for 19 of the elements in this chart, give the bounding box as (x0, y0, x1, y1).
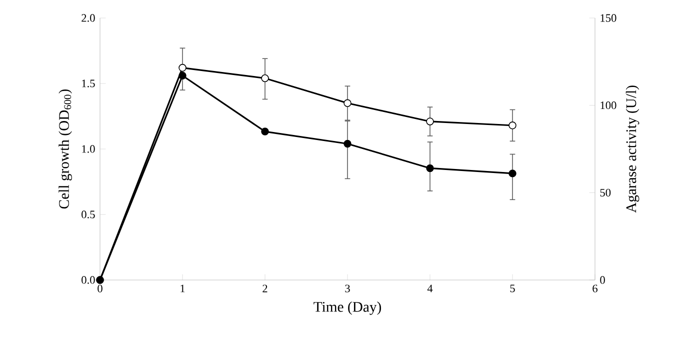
y-tick-label: 1.0 (82, 145, 95, 153)
x-tick-label: 3 (345, 284, 350, 292)
y2-tick-label: 0 (600, 276, 605, 284)
y-tick-label: 1.5 (82, 80, 95, 88)
y-tick-label: 0.5 (82, 210, 95, 218)
x-tick-label: 2 (262, 284, 268, 292)
y-axis-title: Cell growth (OD$_{600}$) (58, 89, 72, 209)
x-tick-label: 4 (427, 284, 433, 292)
y2-tick-label: 150 (600, 14, 616, 22)
y2-axis-title: Agarase activity (U/l) (626, 86, 640, 213)
x-axis-title: Time (Day) (314, 302, 382, 315)
x-tick-label: 1 (180, 284, 185, 292)
x-tick-label: 6 (592, 284, 598, 292)
x-tick-label: 0 (98, 284, 102, 292)
y2-tick-label: 100 (600, 102, 616, 110)
y2-tick-label: 50 (600, 188, 611, 196)
y-tick-label: 0.0 (82, 276, 95, 284)
y-tick-label: 2.0 (82, 14, 95, 22)
x-tick-label: 5 (510, 284, 515, 292)
